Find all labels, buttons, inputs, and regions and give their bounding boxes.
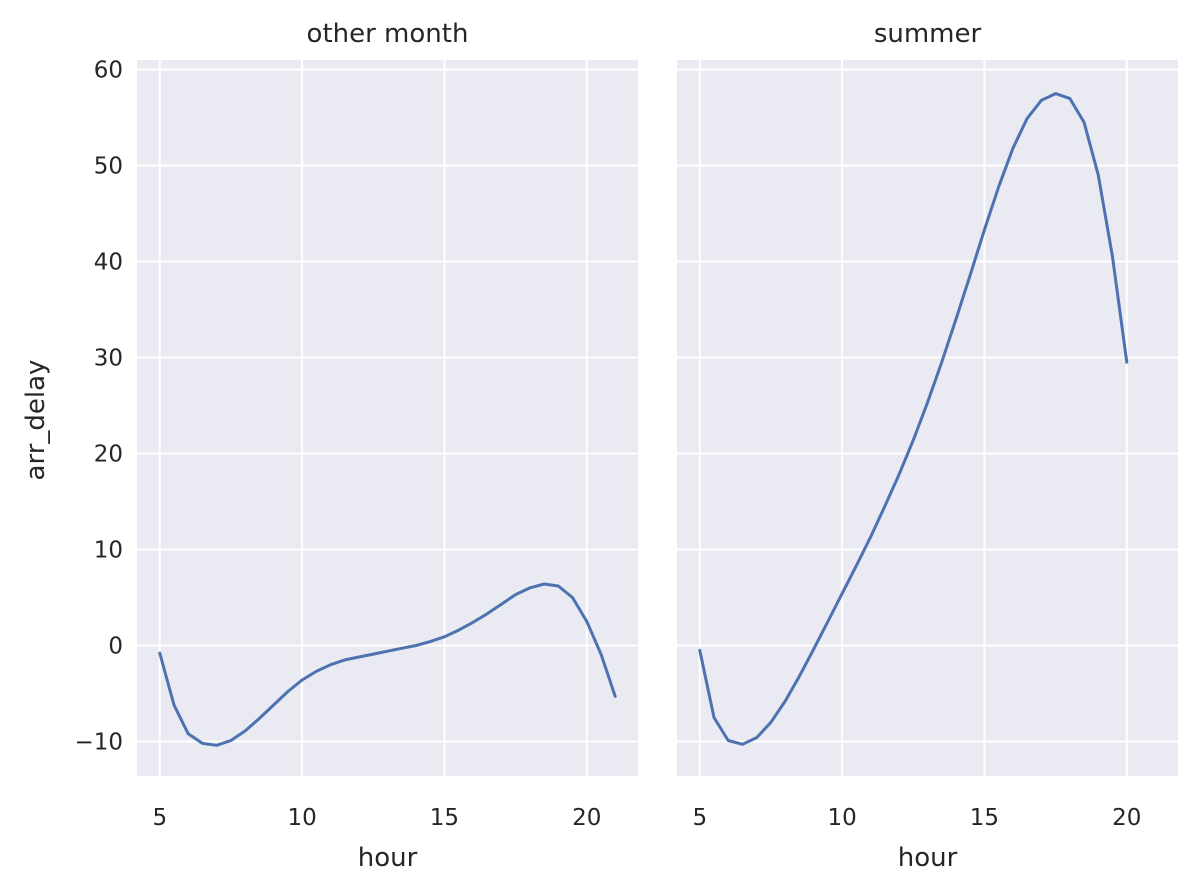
x-tick-label: 15 [970,805,999,831]
x-tick-label: 5 [152,805,167,831]
facet-title: other month [307,19,469,49]
y-tick-label: 30 [94,346,123,372]
y-axis-label: arr_delay [21,360,51,481]
x-tick-label: 10 [287,805,316,831]
y-tick-label: 10 [94,537,123,563]
y-tick-label: 50 [94,154,123,180]
facet-2: 5 10 15 20 hour summer [677,19,1178,873]
x-tick-label: 15 [430,805,459,831]
series-line [158,582,617,747]
facet-title: summer [874,19,982,49]
facet-panels: −10 0 10 20 30 40 50 60 5 10 15 20 hour other month 5 1… [74,19,1178,873]
y-tick-label: 20 [94,442,123,468]
y-tick-label: 60 [94,58,123,84]
x-tick-label: 20 [1112,805,1141,831]
x-tick-label: 10 [827,805,856,831]
y-tick-label: −10 [74,729,123,755]
plot-background [677,60,1178,776]
y-tick-label: 40 [94,250,123,276]
plot-background [137,60,638,776]
series-line [698,92,1129,746]
x-tick-label: 20 [572,805,601,831]
x-tick-label: 5 [692,805,707,831]
facet-1: −10 0 10 20 30 40 50 60 5 10 15 20 hour other month [74,19,638,873]
y-tick-label: 0 [108,633,123,659]
x-axis-label: hour [358,843,418,873]
x-axis-label: hour [898,843,958,873]
